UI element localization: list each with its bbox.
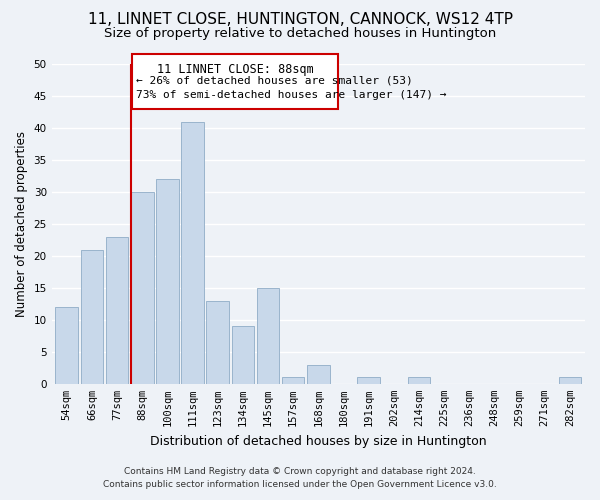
Text: 73% of semi-detached houses are larger (147) →: 73% of semi-detached houses are larger (…	[136, 90, 446, 101]
Bar	[80, 250, 103, 384]
Text: ← 26% of detached houses are smaller (53): ← 26% of detached houses are smaller (53…	[136, 76, 413, 86]
Bar	[282, 378, 304, 384]
Bar	[358, 378, 380, 384]
Text: 11, LINNET CLOSE, HUNTINGTON, CANNOCK, WS12 4TP: 11, LINNET CLOSE, HUNTINGTON, CANNOCK, W…	[88, 12, 512, 28]
Text: Size of property relative to detached houses in Huntington: Size of property relative to detached ho…	[104, 28, 496, 40]
Text: 11 LINNET CLOSE: 88sqm: 11 LINNET CLOSE: 88sqm	[157, 63, 314, 76]
X-axis label: Distribution of detached houses by size in Huntington: Distribution of detached houses by size …	[150, 434, 487, 448]
Bar	[181, 122, 204, 384]
Bar	[106, 236, 128, 384]
Bar	[232, 326, 254, 384]
FancyBboxPatch shape	[132, 54, 338, 109]
Bar	[559, 378, 581, 384]
Text: Contains HM Land Registry data © Crown copyright and database right 2024.
Contai: Contains HM Land Registry data © Crown c…	[103, 468, 497, 489]
Bar	[131, 192, 154, 384]
Y-axis label: Number of detached properties: Number of detached properties	[15, 131, 28, 317]
Bar	[156, 179, 179, 384]
Bar	[55, 307, 78, 384]
Bar	[257, 288, 280, 384]
Bar	[407, 378, 430, 384]
Bar	[307, 364, 329, 384]
Bar	[206, 300, 229, 384]
